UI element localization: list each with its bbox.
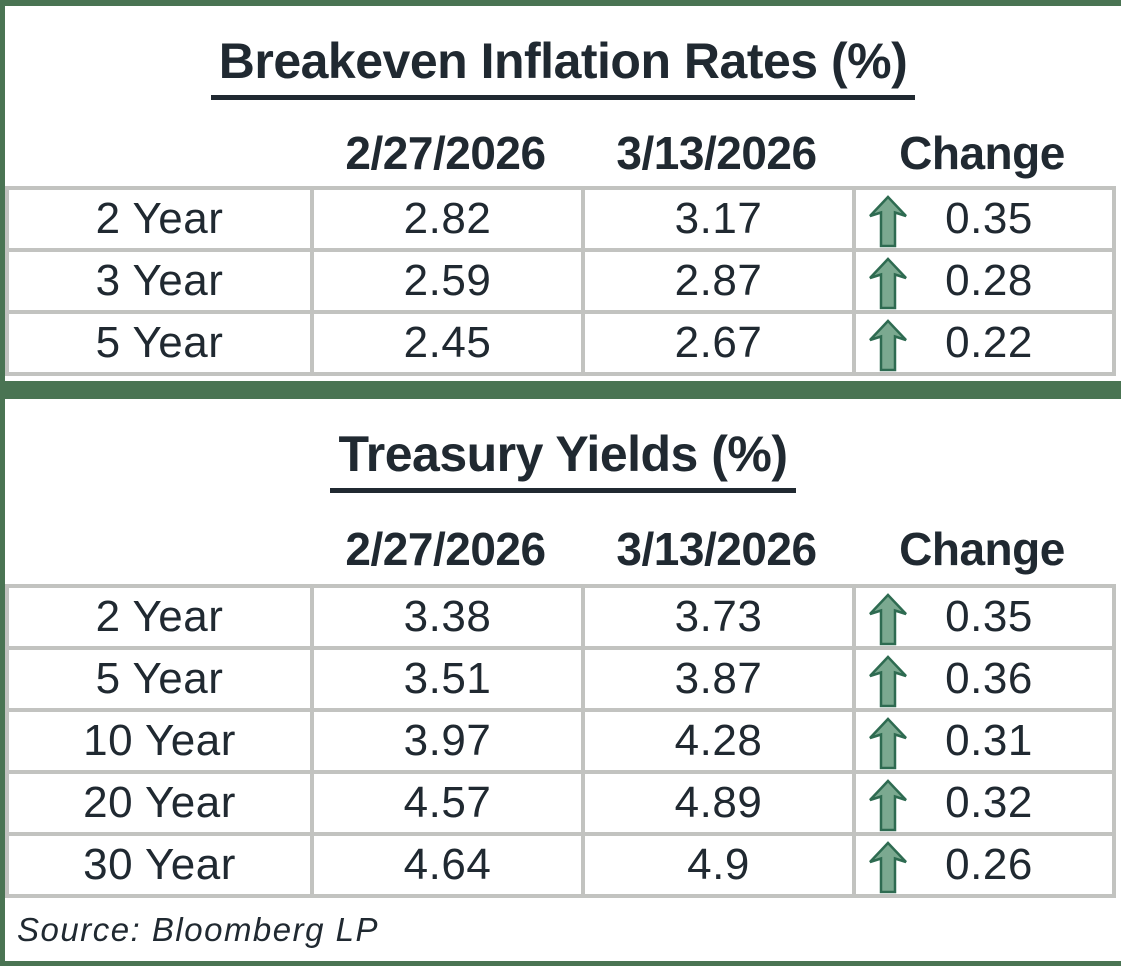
treasury-column-header-row: 2/27/2026 3/13/2026 Change: [5, 505, 1116, 584]
value-cell-prev: 4.57: [314, 774, 581, 832]
change-up-arrow-icon: [868, 717, 908, 771]
change-value: 0.35: [945, 194, 1033, 243]
change-up-arrow-icon: [868, 257, 908, 311]
change-value: 0.28: [945, 256, 1033, 305]
column-header-change: Change: [899, 127, 1065, 179]
row-label-cell: 30 Year: [9, 836, 310, 894]
row-label-cell: 2 Year: [9, 190, 310, 248]
treasury-table-title: Treasury Yields (%): [330, 425, 796, 493]
value-cell-prev: 3.97: [314, 712, 581, 770]
change-value: 0.36: [945, 654, 1033, 703]
value-cell-prev: 3.51: [314, 650, 581, 708]
value-cell-prev: 2.82: [314, 190, 581, 248]
breakeven-table-title: Breakeven Inflation Rates (%): [210, 32, 916, 100]
breakeven-table: 2 Year 2.82 3.17 0.35 3 Year 2.59 2.87 0…: [5, 186, 1116, 376]
green-divider: [5, 381, 1121, 399]
change-cell: 0.32: [856, 774, 1112, 832]
row-label-cell: 20 Year: [9, 774, 310, 832]
value-cell-prev: 3.38: [314, 588, 581, 646]
value-cell-prev: 2.59: [314, 252, 581, 310]
change-cell: 0.22: [856, 314, 1112, 372]
value-cell-curr: 3.73: [585, 588, 852, 646]
column-header-date-curr: 3/13/2026: [616, 523, 817, 575]
value-cell-curr: 4.89: [585, 774, 852, 832]
value-cell-curr: 3.87: [585, 650, 852, 708]
change-up-arrow-icon: [868, 841, 908, 895]
source-note: Source: Bloomberg LP: [17, 910, 380, 948]
change-value: 0.32: [945, 778, 1033, 827]
change-cell: 0.35: [856, 190, 1112, 248]
breakeven-title-block: Breakeven Inflation Rates (%): [5, 6, 1121, 110]
change-up-arrow-icon: [868, 655, 908, 709]
change-value: 0.31: [945, 716, 1033, 765]
value-cell-curr: 4.28: [585, 712, 852, 770]
value-cell-curr: 4.9: [585, 836, 852, 894]
column-header-change: Change: [899, 523, 1065, 575]
change-up-arrow-icon: [868, 779, 908, 833]
column-header-date-curr: 3/13/2026: [616, 127, 817, 179]
change-value: 0.35: [945, 592, 1033, 641]
column-header-date-prev: 2/27/2026: [345, 127, 546, 179]
row-label-cell: 10 Year: [9, 712, 310, 770]
row-label-cell: 2 Year: [9, 588, 310, 646]
value-cell-curr: 2.67: [585, 314, 852, 372]
change-value: 0.26: [945, 840, 1033, 889]
breakeven-column-header-row: 2/27/2026 3/13/2026 Change: [5, 110, 1116, 186]
change-value: 0.22: [945, 318, 1033, 367]
value-cell-prev: 4.64: [314, 836, 581, 894]
treasury-title-block: Treasury Yields (%): [5, 399, 1121, 505]
value-cell-prev: 2.45: [314, 314, 581, 372]
treasury-table: 2 Year 3.38 3.73 0.35 5 Year 3.51 3.87 0…: [5, 584, 1116, 898]
value-cell-curr: 3.17: [585, 190, 852, 248]
change-cell: 0.28: [856, 252, 1112, 310]
change-cell: 0.36: [856, 650, 1112, 708]
row-label-cell: 5 Year: [9, 314, 310, 372]
column-header-date-prev: 2/27/2026: [345, 523, 546, 575]
row-label-cell: 5 Year: [9, 650, 310, 708]
change-up-arrow-icon: [868, 195, 908, 249]
change-up-arrow-icon: [868, 319, 908, 373]
value-cell-curr: 2.87: [585, 252, 852, 310]
change-up-arrow-icon: [868, 593, 908, 647]
change-cell: 0.35: [856, 588, 1112, 646]
row-label-cell: 3 Year: [9, 252, 310, 310]
change-cell: 0.31: [856, 712, 1112, 770]
change-cell: 0.26: [856, 836, 1112, 894]
